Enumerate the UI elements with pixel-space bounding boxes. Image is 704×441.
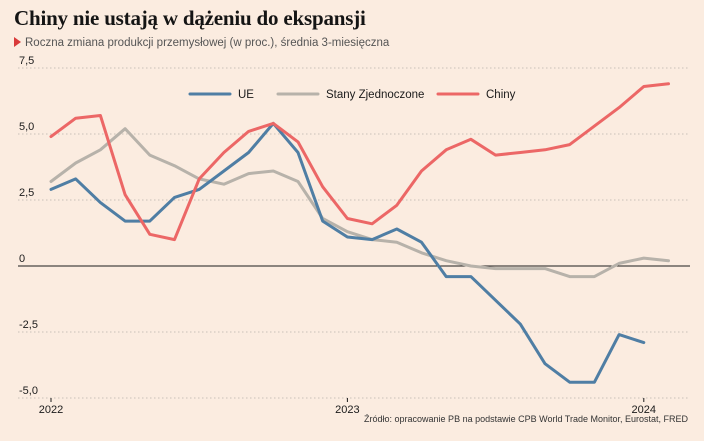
legend: UE Stany Zjednoczone Chiny (188, 89, 516, 101)
y-tick-label: 0 (19, 253, 25, 265)
x-tick-label: 2024 (632, 404, 656, 416)
series-line-stany-zjednoczone (49, 127, 670, 279)
chart-subtitle-text: Roczna zmiana produkcji przemysłowej (w … (25, 37, 390, 49)
y-tick-label: -2,5 (19, 319, 38, 331)
legend-label: Chiny (486, 89, 516, 101)
chart-subtitle: Roczna zmiana produkcji przemysłowej (w … (14, 37, 389, 49)
source-note: Źródło: opracowanie PB na podstawie CPB … (364, 414, 688, 424)
x-tick-label: 2022 (39, 404, 63, 416)
y-tick-label: 5,0 (19, 121, 34, 133)
x-tick-label: 2023 (335, 404, 359, 416)
y-tick-label: 2,5 (19, 187, 34, 199)
triangle-marker-icon (14, 37, 21, 47)
y-tick-label: -5,0 (19, 385, 38, 397)
series-lines (49, 82, 670, 384)
legend-label: UE (238, 89, 254, 101)
y-tick-label: 7,5 (19, 55, 34, 67)
series-line-chiny (49, 82, 670, 242)
y-axis-ticks: 7,5 5,0 2,5 0 -2,5 -5,0 (19, 55, 38, 397)
series-line-ue (49, 121, 646, 384)
chart-title: Chiny nie ustają w dążeniu do ekspansji (14, 6, 366, 30)
x-axis-ticks: 2022 2023 2024 (39, 398, 656, 416)
legend-label: Stany Zjednoczone (326, 89, 424, 101)
